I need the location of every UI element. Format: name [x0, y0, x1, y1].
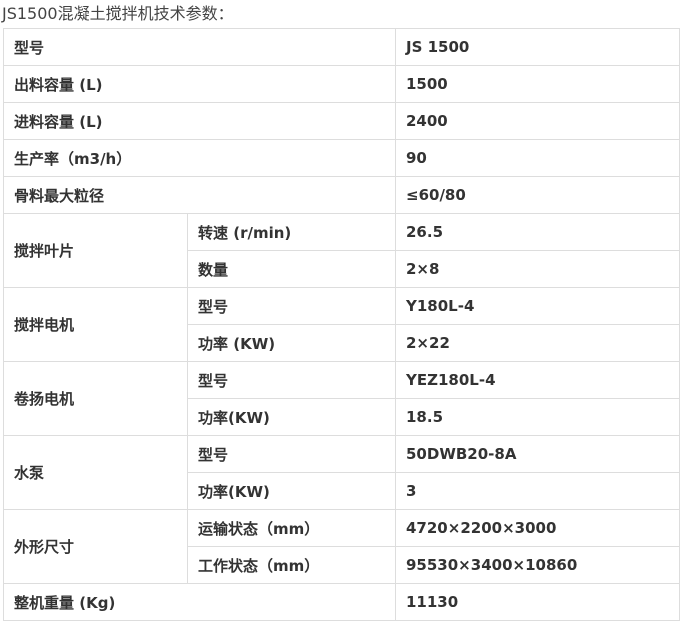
param-label: 进料容量 (L) — [3, 102, 396, 140]
param-value: 95530×3400×10860 — [395, 546, 680, 584]
param-value: 2×8 — [395, 250, 680, 288]
param-value: 50DWB20-8A — [395, 435, 680, 473]
param-value: 11130 — [395, 583, 680, 621]
table-row: 水泵 型号 50DWB20-8A — [3, 435, 680, 510]
param-value: 1500 — [395, 65, 680, 103]
table-row: 工作状态（mm） 95530×3400×10860 — [4, 546, 680, 584]
table-row: 卷扬电机 型号 YEZ180L-4 — [3, 361, 680, 436]
param-value: 2×22 — [395, 324, 680, 362]
param-value: 3 — [395, 472, 680, 510]
table-row: 搅拌电机 型号 Y180L-4 — [3, 287, 680, 362]
table-row: 数量 2×8 — [4, 250, 680, 288]
table-row: 生产率（m3/h） 90 — [3, 139, 680, 177]
param-value: Y180L-4 — [395, 287, 680, 325]
param-value: ≤60/80 — [395, 176, 680, 214]
table-row: 整机重量 (Kg) 11130 — [3, 583, 680, 621]
param-label: 出料容量 (L) — [3, 65, 396, 103]
sub-label: 转速 (r/min) — [187, 213, 396, 251]
param-label: 骨料最大粒径 — [3, 176, 396, 214]
table-row: 搅拌叶片 转速 (r/min) 26.5 — [3, 213, 680, 288]
table-row: 骨料最大粒径 ≤60/80 — [3, 176, 680, 214]
sub-label: 功率(KW) — [187, 398, 396, 436]
param-label: 生产率（m3/h） — [3, 139, 396, 177]
table-row: 进料容量 (L) 2400 — [3, 102, 680, 140]
param-value: YEZ180L-4 — [395, 361, 680, 399]
param-value: 2400 — [395, 102, 680, 140]
group-label: 搅拌叶片 — [3, 213, 188, 288]
param-value: 90 — [395, 139, 680, 177]
param-value: 18.5 — [395, 398, 680, 436]
group-label: 外形尺寸 — [3, 509, 188, 584]
param-label: 型号 — [3, 28, 396, 66]
sub-label: 型号 — [187, 435, 396, 473]
sub-label: 型号 — [187, 287, 396, 325]
table-row: 出料容量 (L) 1500 — [3, 65, 680, 103]
sub-label: 数量 — [187, 250, 396, 288]
group-label: 水泵 — [3, 435, 188, 510]
param-value: 4720×2200×3000 — [395, 509, 680, 547]
sub-label: 运输状态（mm） — [187, 509, 396, 547]
table-row: 功率(KW) 3 — [4, 472, 680, 510]
sub-label: 功率(KW) — [187, 472, 396, 510]
group-label: 搅拌电机 — [3, 287, 188, 362]
table-row: 外形尺寸 运输状态（mm） 4720×2200×3000 — [3, 509, 680, 584]
table-row: 型号 JS 1500 — [3, 28, 680, 66]
table-row: 功率(KW) 18.5 — [4, 398, 680, 436]
param-label: 整机重量 (Kg) — [3, 583, 396, 621]
sub-label: 型号 — [187, 361, 396, 399]
sub-label: 工作状态（mm） — [187, 546, 396, 584]
sub-label: 功率 (KW) — [187, 324, 396, 362]
param-value: JS 1500 — [395, 28, 680, 66]
page-title: JS1500混凝土搅拌机技术参数： — [2, 4, 234, 23]
param-value: 26.5 — [395, 213, 680, 251]
group-label: 卷扬电机 — [3, 361, 188, 436]
spec-table: 型号 JS 1500 出料容量 (L) 1500 进料容量 (L) 2400 生产率（m3/… — [3, 28, 680, 621]
table-row: 功率 (KW) 2×22 — [4, 324, 680, 362]
